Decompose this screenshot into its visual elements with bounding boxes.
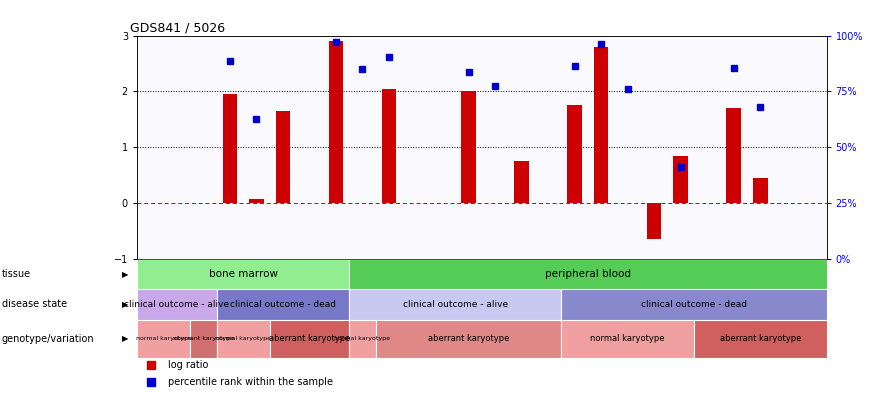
Bar (674, 156, 688, 203)
Text: aberrant karyotype: aberrant karyotype (172, 336, 234, 341)
Bar (647, 203, 661, 239)
Text: percentile rank within the sample: percentile rank within the sample (168, 377, 333, 387)
Bar (376, 320, 561, 358)
Bar (249, 199, 263, 203)
Text: normal karyotype: normal karyotype (135, 336, 192, 341)
Text: bone marrow: bone marrow (209, 269, 278, 279)
Bar (382, 89, 396, 203)
Bar (514, 161, 529, 203)
Bar (349, 289, 561, 320)
Text: aberrant karyotype: aberrant karyotype (269, 334, 350, 343)
Text: clinical outcome - dead: clinical outcome - dead (230, 300, 336, 309)
Text: aberrant karyotype: aberrant karyotype (720, 334, 801, 343)
Bar (137, 289, 217, 320)
Bar (190, 320, 217, 358)
Text: clinical outcome - alive: clinical outcome - alive (403, 300, 507, 309)
Bar (461, 91, 476, 203)
Text: genotype/variation: genotype/variation (2, 334, 95, 344)
Bar (223, 94, 237, 203)
Bar (727, 108, 741, 203)
Bar (561, 320, 694, 358)
Bar (329, 41, 343, 203)
Text: ▶: ▶ (122, 300, 128, 309)
Text: peripheral blood: peripheral blood (545, 269, 631, 279)
Text: normal karyotype: normal karyotype (215, 336, 271, 341)
Text: clinical outcome - dead: clinical outcome - dead (641, 300, 747, 309)
Bar (349, 320, 376, 358)
Bar (276, 111, 290, 203)
Text: GDS841 / 5026: GDS841 / 5026 (130, 21, 225, 34)
Text: normal karyotype: normal karyotype (591, 334, 665, 343)
Bar (137, 320, 190, 358)
Text: ▶: ▶ (122, 270, 128, 278)
Bar (753, 178, 767, 203)
Bar (568, 105, 582, 203)
Text: disease state: disease state (2, 299, 67, 309)
Bar (137, 259, 349, 289)
Text: log ratio: log ratio (168, 360, 209, 370)
Bar (694, 320, 827, 358)
Bar (217, 320, 270, 358)
Bar (594, 47, 608, 203)
Text: clinical outcome - alive: clinical outcome - alive (125, 300, 229, 309)
Text: ▶: ▶ (122, 334, 128, 343)
Text: tissue: tissue (2, 269, 31, 279)
Text: normal karyotype: normal karyotype (334, 336, 391, 341)
Bar (561, 289, 827, 320)
Bar (217, 289, 349, 320)
Bar (270, 320, 349, 358)
Text: aberrant karyotype: aberrant karyotype (428, 334, 509, 343)
Bar (349, 259, 827, 289)
